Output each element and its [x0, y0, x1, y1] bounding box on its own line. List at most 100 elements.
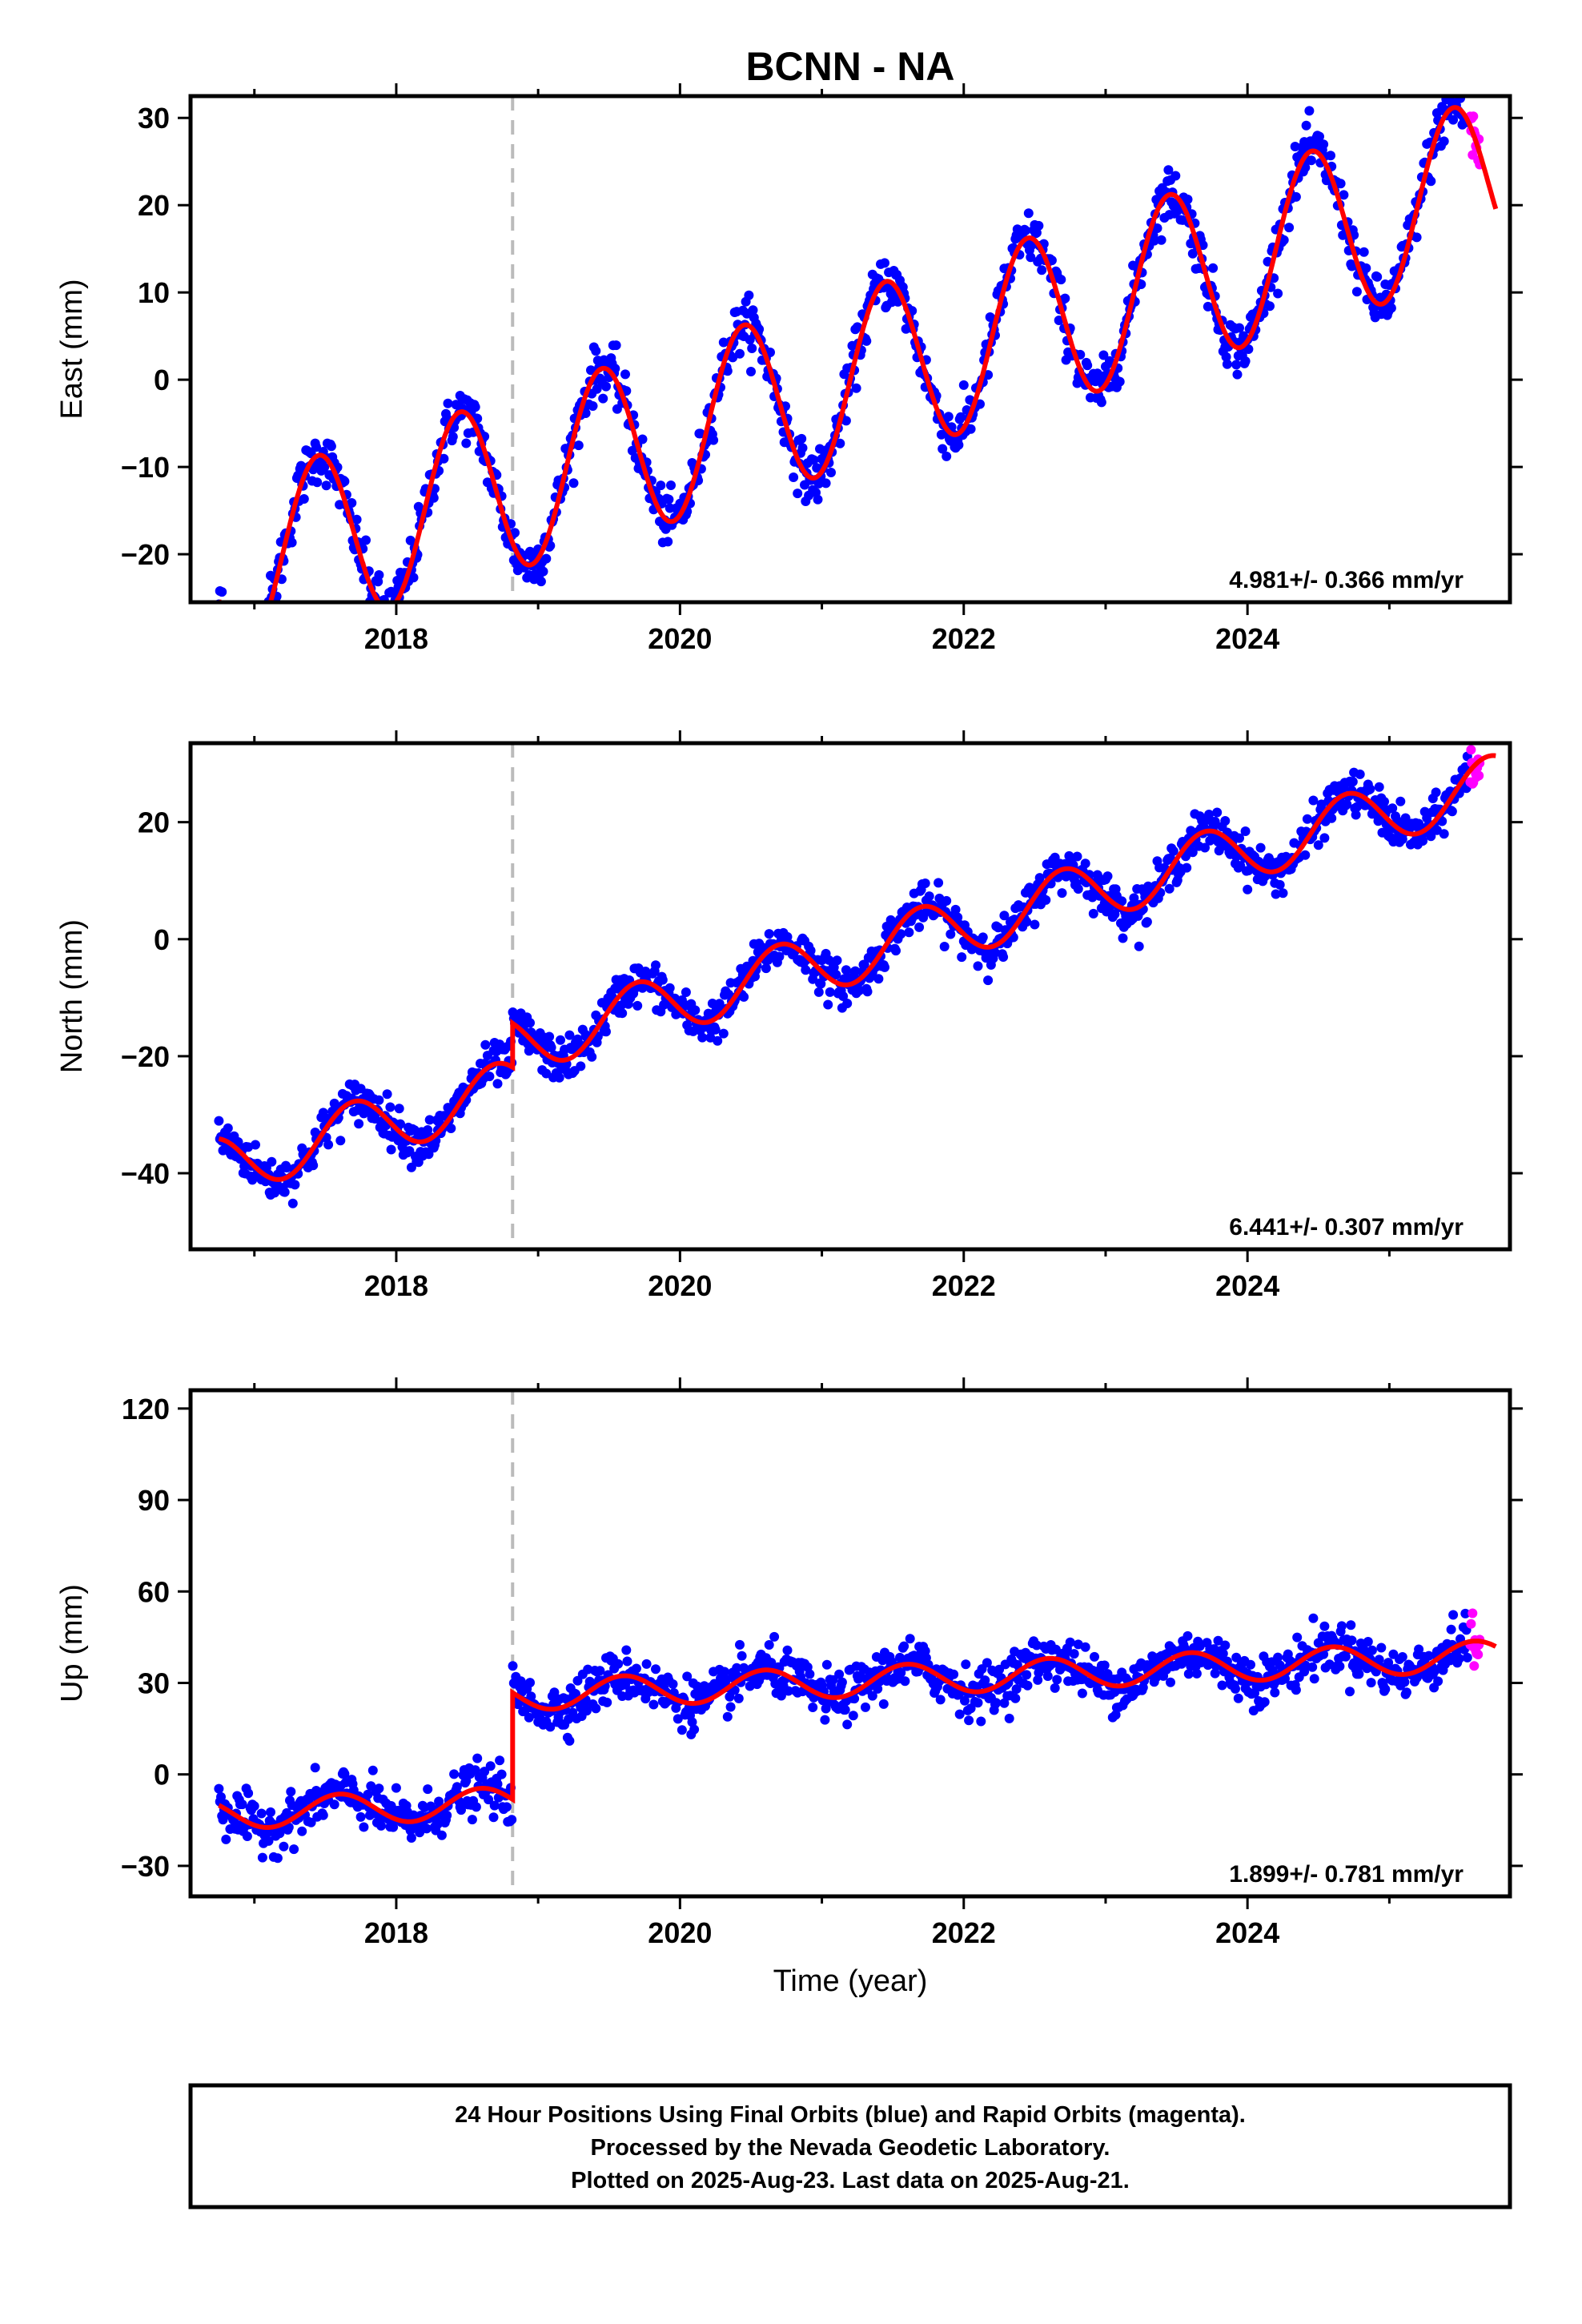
final-orbit-point	[586, 365, 596, 376]
final-orbit-point	[657, 975, 668, 985]
final-orbit-point	[1308, 1613, 1319, 1623]
final-orbit-point	[1387, 803, 1398, 814]
final-orbit-point	[251, 643, 260, 653]
final-orbit-point	[1080, 858, 1090, 869]
final-orbit-point	[376, 1820, 386, 1831]
final-orbit-point	[1309, 1674, 1319, 1684]
model-curve	[218, 753, 1496, 1182]
final-orbit-point	[1279, 235, 1289, 245]
final-orbit-point	[776, 1691, 786, 1701]
final-orbit-point	[254, 636, 263, 645]
final-orbit-point	[956, 412, 966, 422]
final-orbit-point	[1134, 941, 1144, 951]
final-orbit-point	[729, 1685, 740, 1695]
model-curve	[218, 1638, 1497, 1830]
x-tick-label: 2018	[364, 1916, 428, 1949]
final-orbit-point	[850, 966, 861, 976]
final-orbit-point	[287, 1198, 298, 1208]
y-tick-label: −20	[121, 1040, 170, 1073]
final-orbit-point	[842, 999, 853, 1008]
final-orbit-point	[821, 478, 831, 489]
final-orbit-point	[722, 366, 733, 376]
final-orbit-point	[1386, 303, 1396, 313]
final-orbit-point	[396, 1119, 405, 1129]
final-orbit-point	[960, 1695, 970, 1706]
final-orbit-point	[1395, 796, 1406, 806]
final-orbit-point	[1454, 1654, 1464, 1664]
final-orbit-point	[237, 1799, 247, 1810]
final-orbit-point	[862, 987, 873, 997]
final-orbit-point	[1022, 917, 1032, 927]
final-orbit-point	[1041, 895, 1051, 905]
final-orbit-point	[1301, 120, 1311, 131]
final-orbit-point	[1232, 369, 1243, 380]
final-orbit-point	[1182, 862, 1192, 873]
rapid-orbit-point	[1468, 1608, 1478, 1618]
final-orbit-point	[394, 1104, 404, 1114]
final-orbit-point	[415, 1827, 425, 1838]
final-orbit-point	[880, 258, 889, 268]
final-orbit-point	[374, 570, 384, 580]
final-orbit-point	[263, 629, 272, 639]
final-orbit-point	[1411, 232, 1422, 243]
final-orbit-point	[262, 613, 271, 622]
final-orbit-point	[1034, 220, 1044, 231]
final-orbit-point	[813, 494, 823, 505]
final-orbit-point	[710, 1024, 721, 1035]
final-orbit-point	[739, 991, 749, 1002]
x-tick-label: 2022	[932, 1916, 996, 1949]
final-orbit-point	[1300, 850, 1311, 860]
final-orbit-point	[873, 1683, 883, 1694]
final-orbit-point	[545, 1722, 556, 1732]
final-orbit-point	[641, 1659, 652, 1669]
final-orbit-point	[617, 1008, 628, 1019]
final-orbit-point	[1096, 397, 1106, 408]
final-orbit-point	[1098, 350, 1109, 360]
final-orbit-point	[826, 468, 836, 477]
final-orbit-point	[1210, 1668, 1220, 1679]
final-orbit-point	[263, 1835, 274, 1846]
final-orbit-point	[891, 946, 901, 956]
final-orbit-point	[914, 922, 925, 932]
final-orbit-point	[1056, 275, 1066, 285]
final-orbit-point	[1021, 225, 1030, 235]
final-orbit-point	[852, 322, 862, 332]
final-orbit-point	[1347, 1635, 1357, 1646]
final-orbit-point	[1313, 840, 1323, 850]
final-orbit-point	[1213, 1635, 1223, 1646]
final-orbit-point	[1447, 806, 1457, 817]
y-axis-label: Up (mm)	[55, 1584, 89, 1703]
final-orbit-point	[934, 878, 944, 888]
x-tick-label: 2020	[648, 622, 712, 655]
final-orbit-point	[765, 348, 775, 357]
final-orbit-point	[1414, 818, 1424, 829]
final-orbit-point	[682, 1671, 693, 1682]
footer-line-3: Plotted on 2025-Aug-23. Last data on 202…	[571, 2168, 1130, 2193]
final-orbit-point	[1118, 933, 1128, 943]
final-orbit-point	[1080, 1642, 1090, 1652]
final-orbit-point	[1304, 106, 1315, 116]
final-orbit-point	[525, 1018, 535, 1028]
final-orbit-point	[1319, 1649, 1329, 1659]
final-orbit-point	[249, 1801, 259, 1811]
x-tick-label: 2024	[1215, 622, 1279, 655]
final-orbit-point	[1319, 139, 1329, 150]
y-tick-label: 20	[138, 806, 170, 839]
final-orbit-point	[761, 963, 771, 974]
final-orbit-point	[1218, 1648, 1228, 1659]
final-orbit-point	[423, 1784, 433, 1795]
final-orbit-point	[816, 979, 826, 989]
final-orbit-point	[508, 1661, 518, 1671]
final-orbit-point	[896, 929, 906, 939]
final-orbit-point	[834, 1669, 845, 1679]
final-orbit-point	[622, 1656, 632, 1667]
y-tick-label: 90	[138, 1484, 170, 1517]
final-orbit-point	[1231, 1683, 1240, 1694]
x-axis-label: Time (year)	[773, 1964, 928, 1998]
final-orbit-point	[1102, 871, 1113, 882]
final-orbit-point	[848, 1711, 858, 1721]
final-orbit-point	[351, 514, 362, 525]
y-tick-label: 120	[122, 1393, 170, 1425]
final-orbit-point	[938, 444, 948, 454]
final-orbit-point	[259, 621, 269, 630]
